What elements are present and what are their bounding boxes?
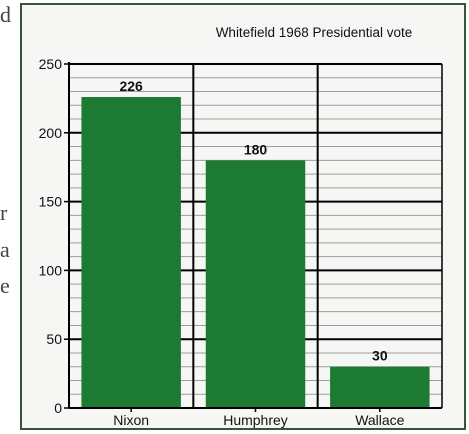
y-tick-label: 250 <box>39 56 63 72</box>
value-label: 180 <box>244 141 268 157</box>
y-tick-label: 150 <box>39 194 63 210</box>
x-tick-label: Humphrey <box>223 412 288 428</box>
side-text-a: a <box>0 237 10 262</box>
chart-frame: Whitefield 1968 Presidential vote 0 50 100… <box>20 3 466 430</box>
value-label: 30 <box>372 348 388 364</box>
side-text-r: r <box>0 200 8 225</box>
side-text-d: d <box>0 2 11 27</box>
y-tick-label: 0 <box>54 400 62 416</box>
bar-chart: Whitefield 1968 Presidential vote 0 50 100… <box>39 25 443 428</box>
y-tick-label: 100 <box>39 262 63 278</box>
y-tick-label: 200 <box>39 125 63 141</box>
x-tick-label: Wallace <box>355 412 404 428</box>
value-label: 226 <box>119 78 143 94</box>
bar-humphrey <box>205 160 306 408</box>
y-tick-label: 50 <box>46 331 62 347</box>
x-tick-label: Nixon <box>113 412 149 428</box>
bar-wallace <box>330 366 430 408</box>
chart-title: Whitefield 1968 Presidential vote <box>216 25 413 40</box>
bar-nixon <box>81 97 181 409</box>
side-text-e: e <box>0 273 10 298</box>
